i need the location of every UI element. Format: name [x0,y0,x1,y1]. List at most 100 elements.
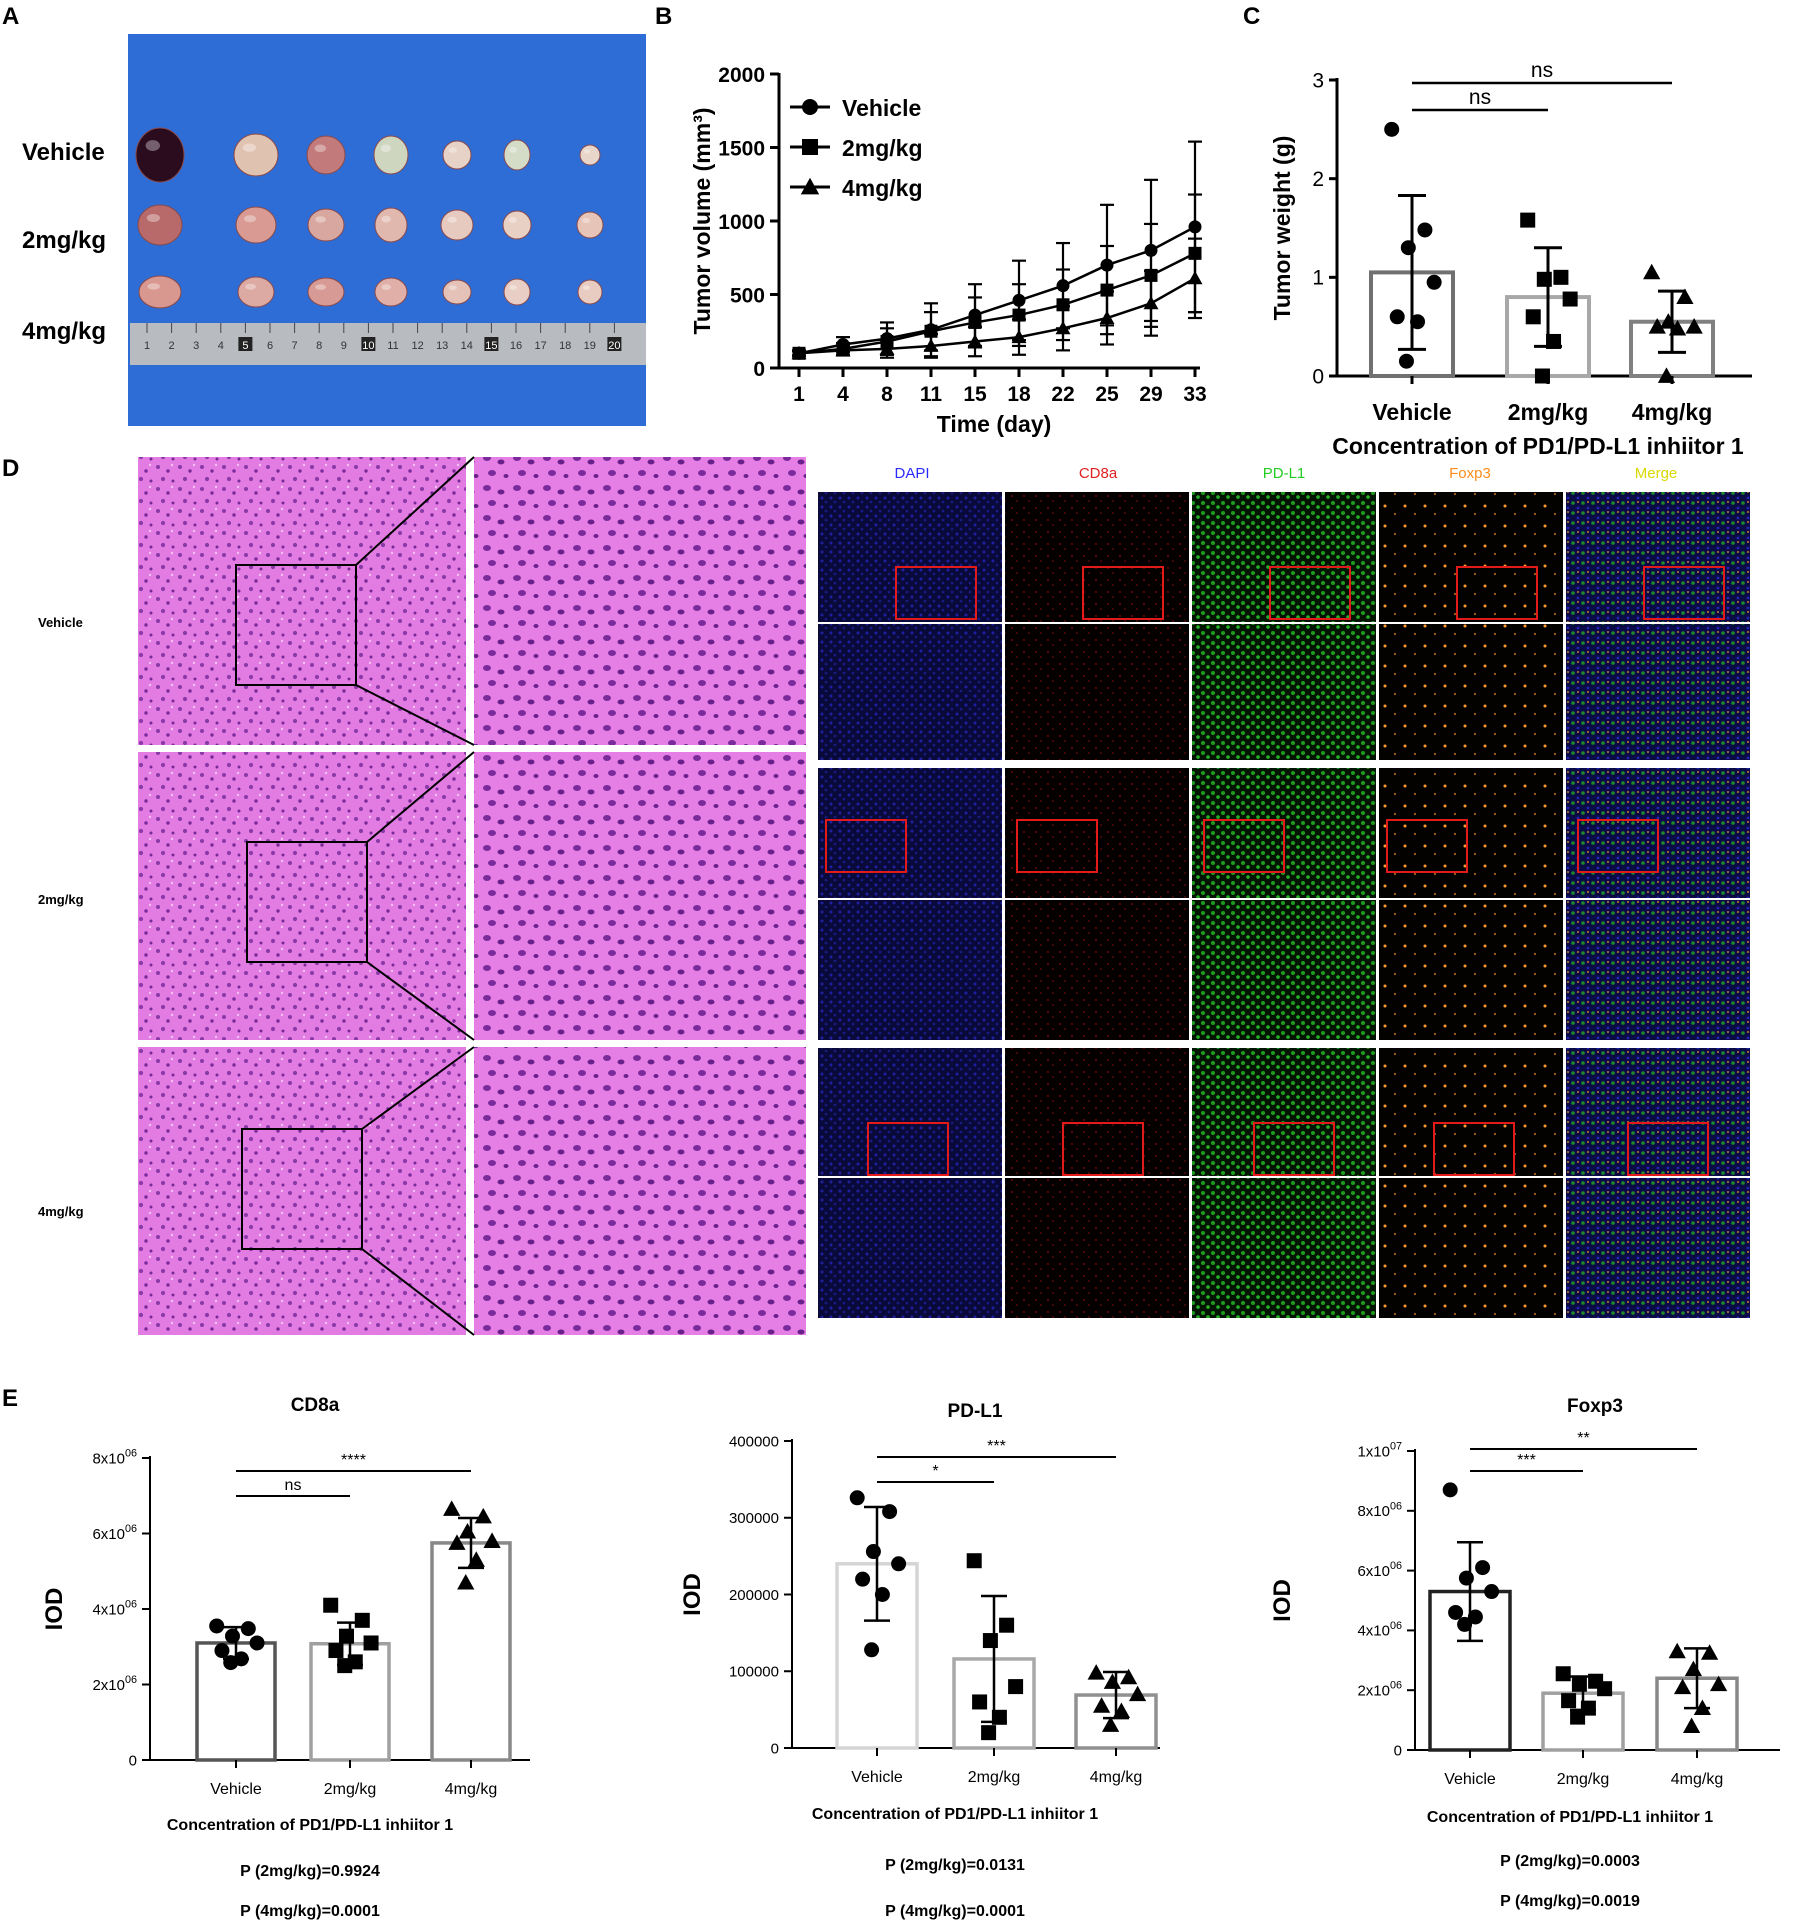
bracket-label-0: * [932,1463,938,1480]
point-2-5 [1668,320,1687,336]
point-1-4 [1561,1693,1577,1709]
ruler-number-19: 19 [584,340,596,352]
legend-label-0: Vehicle [842,95,921,121]
y-tick-label-2-exp: 06 [1390,1620,1402,1632]
channel-label-pdl1: PD-L1 [1263,465,1306,482]
if-foxp3-row6 [1379,1178,1563,1318]
x-tick-label-15: 15 [963,383,987,406]
point-0-5 [1467,1609,1483,1625]
tumor-highlight-r1-c4 [380,144,391,153]
category-label-1: 2mg/kg [1557,1771,1609,1788]
tumor-r2-c7 [576,211,604,239]
point-2-1 [1119,1668,1138,1685]
point-1-3 [1597,1681,1613,1697]
panel-d-histology: Vehicle 2mg/kg 4mg/kg DAPI CD8a PD-L1 Fo… [38,456,1750,1336]
p-value-0: P (2mg/kg)=0.0131 [885,1857,1025,1874]
he-row-label-vehicle: Vehicle [38,615,83,630]
category-label-2: 4mg/kg [1090,1769,1142,1786]
point-s2-22 [1055,320,1071,335]
he-zoom-3 [474,1047,806,1335]
he-row-label-4mg: 4mg/kg [38,1204,84,1219]
tumor-r2-c4 [374,207,408,243]
ruler-number-18: 18 [559,340,571,352]
ruler-number-11: 11 [387,340,398,352]
zoom-line-bottom-2 [366,961,475,1041]
category-label-0: Vehicle [1372,399,1451,425]
point-s2-25 [1099,310,1115,324]
y-tick-label-3: 6x1006 [92,1523,137,1543]
y-axis-label: IOD [1269,1579,1296,1622]
point-0-4 [1389,309,1405,325]
point-2-4 [1673,1678,1692,1695]
point-0-0 [1384,121,1400,137]
y-tick-label-3: 3 [1312,69,1324,92]
x-tick-label-8: 8 [881,383,893,406]
tumor-highlight-r3-c3 [315,284,326,290]
point-1-2 [338,1628,354,1644]
point-1-6 [1570,1709,1586,1725]
point-2-5 [467,1551,485,1567]
y-tick-label-2: 4x1006 [92,1599,137,1619]
tumor-r2-c2 [235,206,277,244]
ruler-number-6: 6 [267,340,273,352]
point-2-4 [1648,318,1666,334]
y-tick-label-2000: 2000 [718,64,765,87]
tumor-highlight-r3-c1 [147,283,160,290]
if-cd8a-row2 [1005,624,1189,760]
point-0-2 [1458,1570,1474,1586]
tumor-highlight-r1-c5 [448,147,457,153]
tumor-r1-c3 [306,135,346,175]
errorbar-2 [1103,1670,1129,1720]
zoom-line-bottom-3 [361,1248,475,1336]
if-dapi-row2 [818,624,1002,760]
bar-group-0 [835,1490,919,1750]
ruler-number-5: 5 [242,340,248,352]
he-overview-2 [138,752,466,1040]
channel-label-foxp3: Foxp3 [1449,465,1491,482]
series-line-2 [798,277,1196,355]
if-pdl1-row5 [1192,1048,1376,1176]
point-0-0 [1442,1482,1458,1498]
x-tick-label-4: 4 [837,383,849,406]
y-axis-label: IOD [41,1588,68,1631]
ruler-number-12: 12 [411,340,423,352]
if-dapi-row4 [818,900,1002,1040]
point-0-6 [223,1655,239,1671]
tumor-r2-c5 [440,209,474,241]
if-roi-dapi-2 [825,819,907,873]
if-cd8a-row6 [1005,1178,1189,1318]
tumor-highlight-r3-c6 [509,284,517,291]
p-value-1: P (4mg/kg)=0.0001 [885,1903,1025,1920]
x-axis-label: Concentration of PD1/PD-L1 inhiitor 1 [167,1817,453,1834]
p-value-1: P (4mg/kg)=0.0001 [240,1903,380,1920]
tumor-r1-c5 [442,140,472,170]
if-roi-pdl1-1 [1269,566,1351,620]
y-tick-label-2-exp: 06 [125,1599,137,1611]
y-tick-label-1-exp: 06 [1390,1680,1402,1692]
point-0-2 [224,1628,240,1644]
bracket-label-1: **** [341,1452,366,1469]
if-merge-row5 [1566,1048,1750,1176]
if-pdl1-row6 [1192,1178,1376,1318]
p-value-0: P (2mg/kg)=0.9924 [240,1863,380,1880]
panel-letter-d: D [2,455,19,482]
zoom-line-top-1 [355,456,475,566]
category-label-2: 4mg/kg [1632,399,1713,425]
point-1-0 [1555,1666,1571,1682]
ruler-number-10: 10 [362,340,374,352]
point-1-3 [1562,291,1578,307]
ruler-number-9: 9 [341,340,347,352]
if-roi-foxp3-3 [1433,1122,1515,1176]
if-cd8a-row5 [1005,1048,1189,1176]
point-2-0 [1643,263,1661,280]
point-1-1 [354,1612,370,1628]
p-value-0: P (2mg/kg)=0.0003 [1500,1853,1640,1870]
y-tick-label-1: 2x1006 [92,1674,137,1694]
point-2-2 [1684,1660,1703,1677]
point-1-3 [363,1635,379,1651]
tumor-r1-c2 [233,133,279,177]
category-label-1: 2mg/kg [324,1781,376,1798]
bar-group-2 [1074,1664,1158,1750]
if-roi-cd8a-2 [1016,819,1098,873]
category-label-2: 4mg/kg [445,1781,497,1798]
